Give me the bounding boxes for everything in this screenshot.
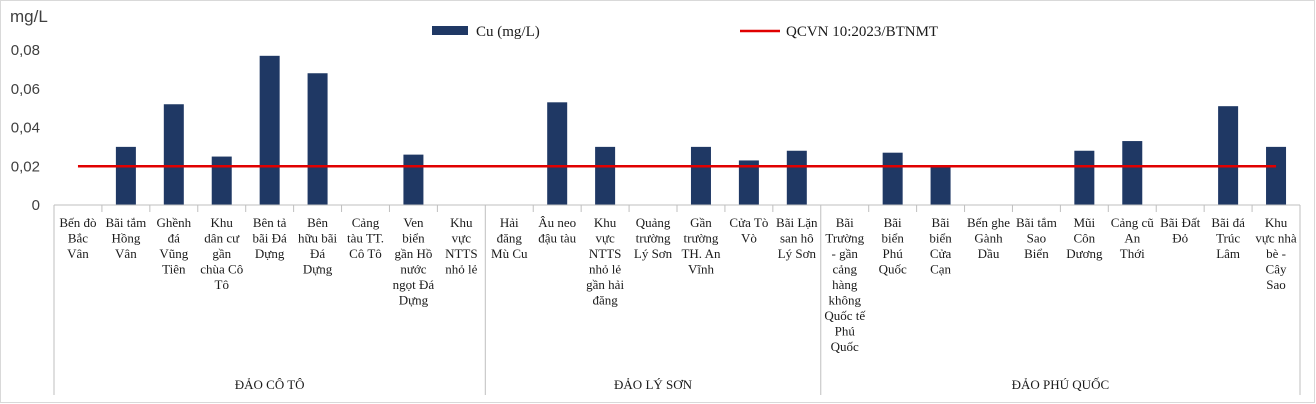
bar (1074, 150, 1095, 205)
y-tick-label: 0,08 (11, 42, 40, 59)
bar (595, 146, 616, 205)
legend-label: QCVN 10:2023/BTNMT (786, 24, 938, 40)
x-tick-label: Mũi Côn Dương (1066, 215, 1103, 261)
bar (115, 146, 136, 205)
x-tick-label: Bãi đá Trúc Lâm (1211, 215, 1245, 261)
x-tick-label: Hải đăng Mù Cu (491, 215, 528, 261)
bar (163, 104, 184, 205)
y-tick-label: 0,04 (11, 120, 40, 137)
bar (211, 156, 232, 205)
group-label: ĐẢO CÔ TÔ (235, 377, 305, 392)
x-tick-label: Ven biển gần Hồ nước ngọt Đá Dựng (393, 215, 435, 308)
x-tick-label: Gần trường TH. An Vĩnh (681, 215, 721, 277)
y-tick-label: 0 (32, 197, 40, 214)
bar (259, 55, 280, 205)
x-tick-label: Khu vực NTTS nhỏ lẻ gần hải đăng (586, 215, 624, 308)
x-tick-label: Âu neo đậu tàu (538, 215, 576, 246)
x-tick-label: Bến ghe Gành Dầu (967, 215, 1010, 261)
group-label: ĐẢO PHÚ QUỐC (1012, 377, 1110, 392)
bar (738, 160, 759, 205)
legend-swatch-bar (432, 26, 468, 35)
bar (690, 146, 711, 205)
x-tick-label: Bãi tắm Hồng Vân (105, 215, 146, 261)
bar (882, 152, 903, 205)
y-tick-label: 0,02 (11, 158, 40, 175)
y-tick-label: 0,06 (11, 81, 40, 98)
x-tick-label: Cảng cũ An Thới (1111, 215, 1154, 261)
x-tick-label: Ghềnh đá Vũng Tiên (156, 215, 191, 277)
x-tick-label: Bãi Trường - gần cảng hàng không Quốc tế Phú Quố… (824, 215, 866, 354)
x-tick-label: Cửa Tò Vò (729, 215, 768, 246)
x-tick-label: Bên tả bãi Đá Dựng (253, 215, 288, 261)
x-tick-label: Quảng trường Lý Sơn (634, 215, 673, 261)
x-tick-label: Cảng tàu TT. Cô Tô (347, 215, 384, 261)
bar (307, 73, 328, 205)
y-axis-label: mg/L (10, 7, 48, 26)
x-tick-label: Khu vực nhà bè -Cây Sao (1255, 215, 1297, 292)
bar (930, 166, 951, 205)
x-tick-label: Bãi biển Phú Quốc (879, 215, 907, 277)
bar (786, 150, 807, 205)
group-label: ĐẢO LÝ SƠN (614, 377, 693, 392)
bar (1122, 141, 1143, 205)
x-tick-label: Bên hữu bãi Đá Dựng (298, 215, 338, 277)
x-tick-label: Khu dân cư gần chùa Cô Tô (200, 215, 243, 292)
legend-label: Cu (mg/L) (476, 24, 540, 40)
bar (547, 102, 568, 205)
x-tick-label: Bãi tắm Sao Biển (1016, 215, 1057, 261)
x-tick-label: Khu vực NTTS nhỏ lẻ (445, 215, 478, 277)
bar (403, 154, 424, 205)
x-tick-label: Bãi Lặn san hô Lý Sơn (776, 215, 818, 261)
x-tick-label: Bến đò Bắc Vân (59, 215, 96, 261)
bar (1266, 146, 1287, 205)
x-tick-label: Bãi biển Cửa Cạn (929, 215, 952, 277)
x-tick-label: Bãi Đất Đỏ (1160, 215, 1200, 246)
bar (1218, 106, 1239, 205)
